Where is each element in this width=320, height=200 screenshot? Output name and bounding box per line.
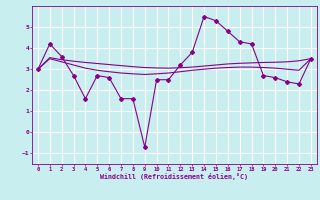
X-axis label: Windchill (Refroidissement éolien,°C): Windchill (Refroidissement éolien,°C) — [100, 173, 248, 180]
